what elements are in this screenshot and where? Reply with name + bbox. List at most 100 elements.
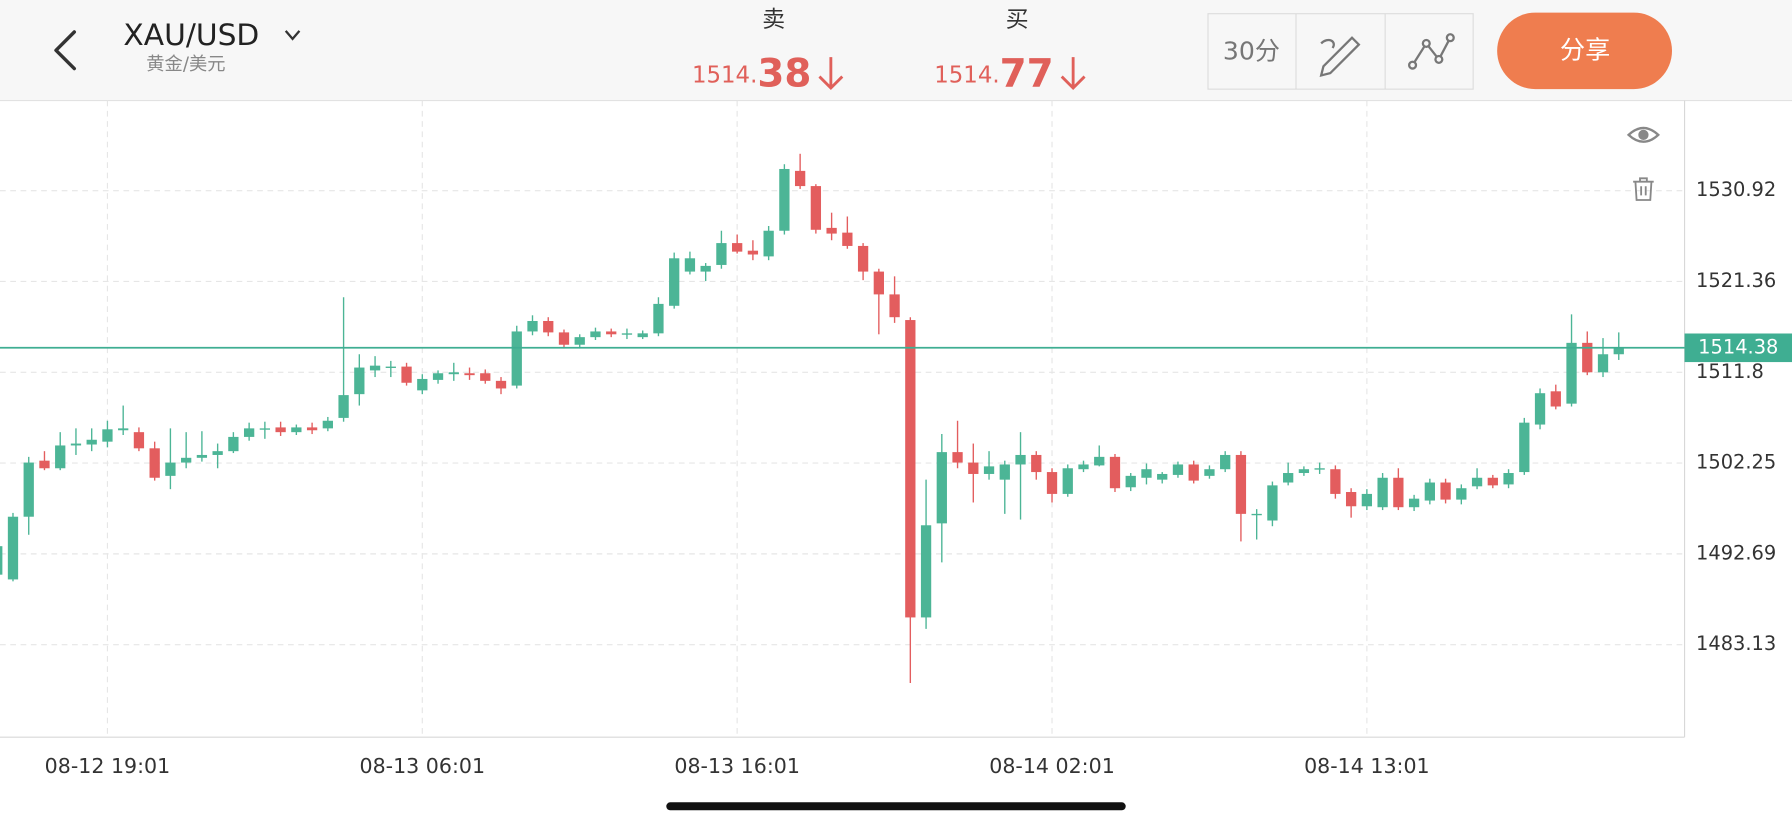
candle-body: [1582, 342, 1593, 373]
x-tick-label: 08-14 13:01: [1304, 754, 1430, 778]
candle-body: [354, 367, 365, 395]
sell-label: 卖: [762, 7, 785, 33]
candle-body: [1314, 468, 1325, 470]
candle-body: [7, 516, 19, 580]
delete-button[interactable]: [1633, 177, 1654, 201]
candle-body: [133, 432, 145, 449]
candle-body: [653, 303, 664, 334]
candle-body: [1046, 472, 1058, 494]
buy-price-int: 1514.: [934, 62, 999, 88]
home-indicator: [666, 802, 1126, 811]
sell-price-frac: 38: [757, 51, 811, 96]
candle-body: [857, 245, 869, 272]
candle-body: [1172, 464, 1184, 475]
candle-body: [1125, 475, 1136, 488]
candle-body: [1109, 456, 1121, 489]
candle-body: [905, 320, 916, 618]
y-tick-label: 1483.13: [1696, 632, 1776, 655]
candle-body: [369, 365, 381, 371]
candle-body: [810, 186, 822, 230]
candle-body: [716, 243, 727, 265]
candle-body: [1094, 456, 1105, 466]
candle-body: [1078, 464, 1089, 470]
share-button[interactable]: [1497, 12, 1672, 90]
candle-body: [527, 320, 538, 332]
candle-body: [322, 420, 333, 429]
candle-body: [574, 337, 585, 345]
candle-body: [86, 439, 97, 445]
candle-body: [1519, 422, 1530, 473]
candle-body: [55, 445, 66, 469]
candle-body: [1031, 454, 1042, 473]
candle-body: [1188, 464, 1199, 481]
candle-body: [291, 427, 302, 433]
draw-tool-button[interactable]: [1319, 36, 1361, 77]
sell-price: 1514.38: [692, 51, 811, 96]
y-tick-label: 1530.92: [1696, 178, 1776, 201]
candle-body: [1393, 477, 1404, 508]
share-label[interactable]: 分享: [1560, 35, 1610, 64]
y-tick-label: 1492.69: [1696, 541, 1776, 564]
candle-body: [306, 427, 318, 431]
y-tick-label: 1502.25: [1696, 451, 1776, 474]
symbol-dropdown[interactable]: [284, 30, 301, 41]
candle-body: [23, 462, 34, 517]
candle-body: [1220, 454, 1231, 470]
candle-body: [417, 378, 428, 391]
candle-body: [1157, 473, 1168, 480]
candle-body: [1471, 477, 1483, 487]
candle-body: [401, 366, 412, 383]
candle-body: [684, 258, 696, 272]
candle-body: [1345, 492, 1357, 507]
symbol[interactable]: XAU/USD: [123, 18, 259, 53]
candle-body: [1534, 393, 1546, 425]
grid: [0, 100, 1685, 738]
candle-body: [606, 331, 617, 335]
candle-body: [165, 462, 176, 476]
candle-body: [1251, 513, 1262, 516]
candle-body: [842, 232, 853, 246]
candle-body: [495, 380, 507, 389]
candle-body: [275, 427, 286, 433]
candle-body: [511, 331, 522, 386]
visibility-toggle[interactable]: [1626, 126, 1660, 143]
interval-button[interactable]: 30分: [1223, 37, 1280, 66]
candle-body: [1283, 473, 1294, 483]
candle-body: [558, 332, 570, 345]
candle-body: [1503, 473, 1514, 485]
indicator-button[interactable]: [1407, 33, 1455, 70]
candle-body: [826, 227, 837, 234]
candle-body: [0, 546, 3, 575]
candle-body: [1613, 347, 1624, 355]
symbol-name: 黄金/美元: [146, 54, 225, 75]
candle-body: [936, 452, 947, 524]
candle-body: [621, 333, 633, 335]
candle-body: [70, 443, 82, 446]
candle-body: [543, 320, 554, 333]
y-tick-label: 1511.8: [1696, 360, 1764, 383]
candle-body: [1424, 482, 1435, 501]
candle-body: [952, 452, 963, 463]
back-button[interactable]: [54, 30, 76, 71]
candle-body: [732, 243, 743, 252]
last-price-label: 1514.38: [1698, 335, 1778, 358]
last-price-tag: [1684, 333, 1792, 363]
candles: [0, 153, 1624, 683]
candle-body: [385, 366, 396, 368]
candle-body: [243, 428, 255, 437]
plot-area: [0, 101, 1685, 738]
y-tick-label: 1521.36: [1696, 269, 1776, 292]
candle-body: [1015, 454, 1026, 465]
candle-body: [1566, 342, 1577, 404]
candle-body: [700, 265, 711, 272]
buy-price-frac: 77: [1000, 51, 1054, 96]
sell-price-int: 1514.: [692, 62, 757, 88]
candle-body: [1298, 469, 1310, 474]
candle-body: [149, 448, 160, 478]
candle-body: [763, 230, 774, 257]
candle-body: [181, 457, 192, 463]
candle-body: [1597, 354, 1609, 373]
candle-body: [338, 395, 349, 418]
candle-body: [1141, 469, 1152, 478]
buy-price: 1514.77: [934, 51, 1053, 96]
